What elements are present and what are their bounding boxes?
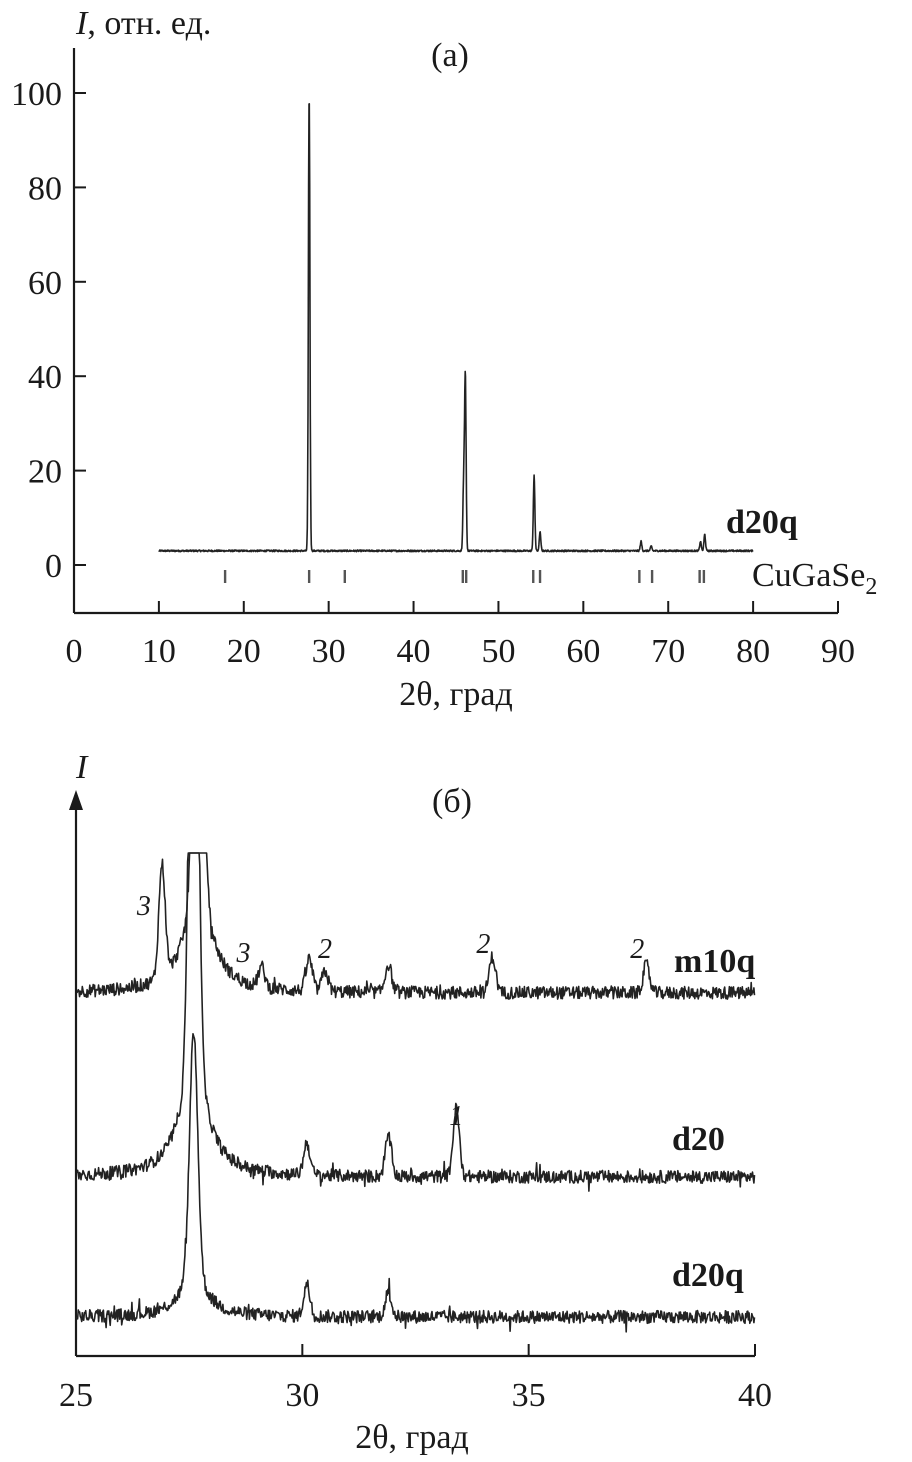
panel-a-x-ticks: 0 10 20 30 40 50 60 70 80 90	[66, 601, 855, 670]
panel-a-y-tick-label: 80	[28, 170, 62, 207]
panel-a-y-tick-label: 0	[45, 548, 62, 585]
peak-annotation: 3	[235, 938, 250, 969]
panel-a-reference-label: CuGaSe2	[752, 557, 877, 600]
panel-a-series-label-d20q: d20q	[726, 504, 798, 541]
panel-a-y-axis-title: I, отн. ед.	[75, 5, 211, 42]
panel-a-y-axis-symbol: I	[75, 5, 89, 42]
panel-b-peak-annotations: 3 3 2 2 2 1	[136, 891, 644, 1132]
panel-a-x-tick-label: 30	[312, 633, 346, 670]
panel-b: (б) I 25 30 35 40 3 3 2 2 2 1 m10q d20 d20q 2θ, …	[59, 749, 772, 1456]
panel-a-x-tick-label: 50	[481, 633, 515, 670]
panel-b-series-label-d20: d20	[672, 1121, 725, 1158]
panel-a-y-tick-label: 40	[28, 359, 62, 396]
panel-b-x-tick-label: 35	[512, 1377, 546, 1414]
panel-a-x-tick-label: 0	[66, 633, 83, 670]
panel-a-y-axis-unit: , отн. ед.	[87, 5, 211, 42]
peak-annotation: 3	[136, 891, 151, 922]
panel-a-x-tick-label: 10	[142, 633, 176, 670]
panel-a-y-tick-label: 60	[28, 265, 62, 302]
panel-b-series-label-d20q: d20q	[672, 1257, 744, 1294]
panel-b-y-axis-title: I	[75, 749, 89, 786]
panel-a-y-tick-label: 100	[11, 76, 62, 113]
peak-annotation: 2	[630, 934, 644, 965]
panel-a-x-tick-label: 90	[821, 633, 855, 670]
panel-a-label: (а)	[431, 37, 469, 74]
reference-phase-name: CuGaSe	[752, 557, 865, 594]
panel-b-y-axis-arrow	[69, 790, 83, 810]
panel-b-series-d20-trace	[76, 852, 756, 1192]
panel-a-series-d20q-trace	[158, 103, 754, 553]
peak-annotation: 1	[449, 1101, 463, 1132]
reference-phase-subscript: 2	[865, 574, 877, 600]
panel-a-x-tick-label: 40	[397, 633, 431, 670]
panel-b-series-label-m10q: m10q	[674, 943, 755, 980]
panel-a: (а) I, отн. ед. 0 10 20 30 40 50 60 70 80 90 0 20 4…	[11, 5, 877, 713]
panel-b-series-m10q-trace	[76, 852, 756, 1000]
panel-a-x-tick-label: 80	[736, 633, 770, 670]
panel-a-x-axis-title: 2θ, град	[399, 676, 513, 713]
panel-a-x-tick-label: 70	[651, 633, 685, 670]
panel-b-series-d20q-trace	[76, 1033, 756, 1333]
panel-b-x-tick-label: 30	[285, 1377, 319, 1414]
peak-annotation: 2	[318, 934, 332, 965]
panel-b-label: (б)	[432, 783, 472, 820]
peak-annotation: 2	[476, 929, 490, 960]
panel-b-x-tick-label: 40	[738, 1377, 772, 1414]
panel-b-x-tick-label: 25	[59, 1377, 93, 1414]
panel-a-x-tick-label: 60	[566, 633, 600, 670]
panel-a-reference-ticks	[223, 570, 706, 583]
panel-a-x-tick-label: 20	[227, 633, 261, 670]
panel-a-y-ticks: 0 20 40 60 80 100	[11, 76, 86, 585]
panel-b-x-axis-title: 2θ, град	[355, 1419, 469, 1456]
panel-a-y-tick-label: 20	[28, 454, 62, 491]
panel-b-x-ticks: 25 30 35 40	[59, 1344, 772, 1414]
